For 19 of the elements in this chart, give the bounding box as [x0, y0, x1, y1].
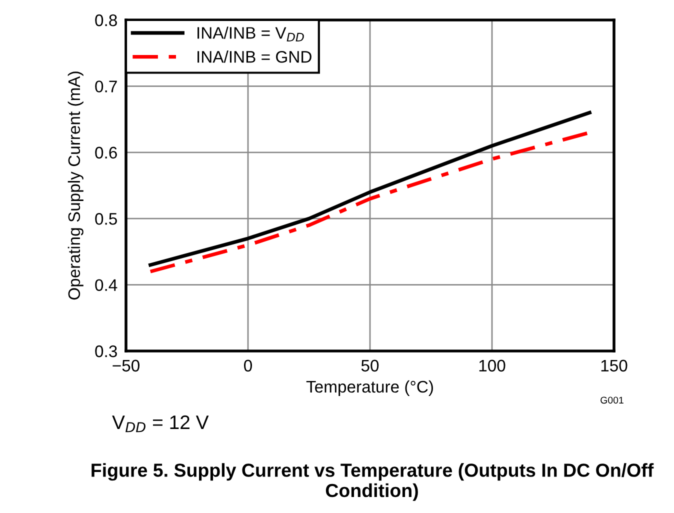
x-axis-title: Temperature (°C): [306, 380, 433, 396]
legend-label: INA/INB = V$_{DD}$: [198, 26, 304, 42]
y-tick-label: 0.5: [95, 213, 117, 225]
y-tick-label: 0.4: [95, 279, 118, 292]
y-tick-label: 0.3: [95, 345, 117, 358]
legend-label: INA/INB = GND: [198, 50, 312, 63]
y-tick-label: 0.6: [95, 146, 117, 159]
text: Figure 5. Supply Current vs Temperature (Outputs In DC On/Off Condition): [92, 463, 654, 501]
x-tick-label: 100: [479, 360, 506, 372]
y-axis-title: Operating Supply Current (mA): [68, 72, 84, 300]
y-tick-label: 0.7: [95, 80, 117, 92]
x-tick-label: 0: [244, 360, 252, 372]
line-series: [148, 110, 592, 267]
text: V$_{DD}$ = 12 V: [112, 415, 209, 432]
x-tick-label: 150: [601, 360, 628, 372]
x-tick-label: 50: [361, 360, 379, 372]
text: G001: [600, 396, 624, 404]
y-tick-label: 0.8: [95, 14, 117, 26]
x-tick-label: −50: [112, 360, 140, 372]
